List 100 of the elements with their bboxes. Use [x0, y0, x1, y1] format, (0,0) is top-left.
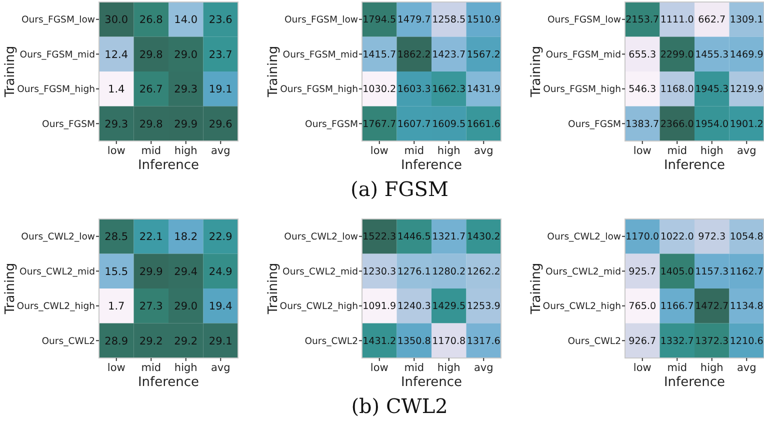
y-tick-label: Ours_CWL2_mid: [546, 266, 622, 278]
data-label: 29.8: [139, 118, 163, 130]
x-tick-label: mid: [667, 145, 688, 157]
y-tick-label: Ours_CWL2: [42, 336, 95, 347]
data-label: 1309.1: [730, 14, 764, 26]
data-label: 1862.2: [397, 49, 431, 60]
data-label: 26.8: [139, 14, 163, 26]
data-label: 29.3: [174, 84, 198, 96]
x-tick-label: low: [370, 145, 389, 157]
y-axis-title: Training: [266, 262, 281, 316]
data-label: 1219.9: [730, 84, 764, 96]
data-label: 1472.7: [695, 301, 729, 312]
data-label: 1661.6: [466, 118, 500, 130]
data-label: 1030.2: [362, 84, 396, 96]
x-tick-label: mid: [404, 362, 424, 374]
x-tick-label: low: [633, 362, 652, 374]
data-label: 22.1: [139, 231, 163, 244]
y-tick-label: Ours_CWL2_low: [21, 232, 96, 243]
data-label: 1405.0: [660, 266, 694, 278]
y-axis-title: Training: [266, 46, 281, 98]
x-tick-label: high: [700, 362, 724, 374]
data-label: 1157.3: [695, 266, 729, 278]
data-label: 1383.7: [626, 118, 660, 130]
data-label: 19.1: [208, 84, 232, 96]
data-label: 29.9: [174, 118, 198, 130]
data-label: 1567.2: [466, 49, 500, 60]
data-label: 1317.6: [466, 336, 500, 347]
data-label: 1166.7: [660, 301, 694, 312]
text: (b) CWL2: [351, 394, 448, 418]
data-label: 655.3: [628, 49, 656, 60]
data-label: 15.5: [104, 266, 128, 278]
data-label: 29.6: [208, 118, 233, 130]
x-tick-label: avg: [736, 145, 756, 157]
data-label: 26.7: [139, 84, 163, 96]
data-label: 18.2: [174, 231, 198, 244]
x-tick-label: low: [107, 145, 126, 157]
data-label: 1431.2: [362, 336, 396, 347]
data-label: 1091.9: [362, 301, 396, 312]
y-tick-label: Ours_FGSM_high: [17, 84, 96, 96]
data-label: 2299.0: [660, 49, 694, 60]
data-label: 29.2: [174, 335, 198, 348]
data-label: 1253.9: [466, 301, 500, 312]
data-label: 29.8: [139, 48, 163, 61]
data-label: 23.6: [208, 14, 233, 26]
data-label: 2366.0: [660, 118, 694, 130]
data-label: 1321.7: [432, 232, 466, 243]
data-label: 1510.9: [466, 14, 500, 26]
data-label: 1332.7: [660, 336, 694, 347]
data-label: 1280.2: [432, 266, 466, 278]
data-label: 1276.1: [397, 266, 431, 278]
data-label: 1522.3: [362, 232, 396, 243]
y-tick-label: Ours_CWL2_mid: [282, 266, 358, 278]
x-tick-label: high: [174, 145, 198, 157]
y-axis-title: Training: [529, 262, 544, 316]
data-label: 1111.0: [660, 14, 694, 26]
y-tick-label: Ours_FGSM_high: [280, 84, 358, 96]
data-label: 972.3: [698, 232, 726, 243]
data-label: 1170.0: [626, 232, 660, 243]
data-label: 1022.0: [660, 232, 694, 243]
data-label: 1134.8: [730, 301, 764, 312]
data-label: 1168.0: [660, 84, 694, 96]
y-tick-label: Ours_CWL2_high: [16, 301, 96, 312]
data-label: 1350.8: [397, 336, 431, 347]
y-tick-label: Ours_FGSM_low: [284, 14, 358, 26]
x-tick-label: mid: [667, 362, 688, 374]
data-label: 30.0: [104, 14, 128, 26]
y-tick-label: Ours_FGSM: [305, 118, 358, 130]
data-label: 24.9: [208, 266, 232, 278]
x-tick-label: low: [370, 362, 389, 374]
data-label: 1431.9: [466, 84, 500, 96]
x-axis-title: Inference: [664, 158, 726, 173]
x-tick-label: high: [174, 362, 198, 374]
x-axis-title: Inference: [400, 375, 462, 390]
data-label: 1.7: [108, 300, 125, 313]
x-axis-title: Inference: [664, 375, 726, 390]
data-label: 2153.7: [626, 14, 660, 26]
data-label: 12.4: [104, 48, 128, 61]
y-tick-label: Ours_FGSM_low: [547, 14, 622, 26]
data-label: 29.0: [174, 48, 198, 61]
data-label: 1054.8: [730, 232, 764, 243]
data-label: 1258.5: [432, 14, 466, 26]
data-label: 1170.8: [432, 336, 466, 347]
data-label: 19.4: [208, 300, 233, 313]
data-label: 23.7: [208, 48, 232, 61]
y-tick-label: Ours_CWL2_high: [280, 301, 358, 312]
data-label: 1230.3: [362, 266, 396, 278]
data-label: 29.3: [104, 118, 128, 130]
data-label: 1609.5: [432, 118, 466, 130]
data-label: 27.3: [139, 300, 163, 313]
y-tick-label: Ours_FGSM_mid: [282, 49, 358, 60]
data-label: 1607.7: [397, 118, 431, 130]
data-label: 546.3: [628, 84, 656, 96]
x-axis-title: Inference: [400, 158, 462, 173]
y-tick-label: Ours_CWL2_low: [547, 232, 622, 243]
data-label: 1430.2: [466, 232, 500, 243]
y-tick-label: Ours_FGSM: [568, 118, 621, 130]
data-label: 1469.9: [730, 49, 764, 60]
data-label: 29.0: [174, 300, 198, 313]
data-label: 22.9: [208, 231, 232, 244]
y-tick-label: Ours_FGSM_high: [543, 84, 622, 96]
